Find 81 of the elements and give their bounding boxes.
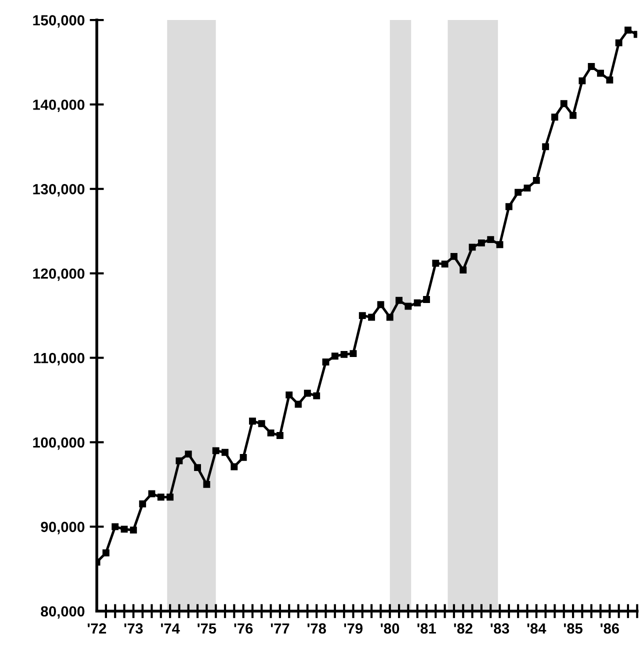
point: [532, 176, 540, 184]
point: [404, 302, 412, 310]
point: [148, 490, 156, 498]
y-tick-label: 110,000: [34, 352, 84, 366]
x-tick-label: '75: [198, 623, 216, 634]
point: [597, 70, 604, 77]
point: [414, 299, 421, 306]
x-tick-label: '81: [417, 623, 436, 634]
point: [322, 358, 330, 366]
point: [396, 296, 402, 304]
point: [441, 260, 448, 268]
point: [313, 392, 320, 400]
x-tick-label: '79: [344, 623, 363, 634]
y-tick-label: 120,000: [33, 268, 84, 281]
point: [450, 252, 458, 260]
point: [212, 447, 220, 454]
point: [112, 523, 119, 530]
x-tick-label: '83: [490, 623, 510, 634]
y-tick-label: 130,000: [33, 184, 84, 196]
point: [358, 312, 366, 320]
point: [560, 100, 568, 108]
x-tick-label: '85: [564, 623, 582, 634]
point: [166, 494, 174, 501]
point: [570, 112, 577, 119]
x-tick-label: '80: [380, 623, 400, 634]
point: [386, 314, 394, 321]
point: [505, 203, 512, 210]
point: [286, 391, 293, 398]
point: [350, 350, 357, 358]
x-tick-label: '73: [124, 623, 143, 634]
point: [194, 464, 202, 472]
point: [478, 239, 485, 246]
point: [423, 296, 430, 303]
point: [222, 448, 228, 456]
x-tick-label: '76: [234, 623, 253, 634]
point: [304, 390, 311, 397]
point: [514, 188, 522, 196]
y-tick-label: 90,000: [40, 522, 84, 534]
point: [102, 549, 110, 556]
point: [240, 454, 247, 461]
point: [468, 244, 476, 251]
x-tick-label: '78: [308, 623, 326, 634]
point: [249, 418, 256, 425]
point: [487, 236, 494, 244]
point: [606, 76, 614, 84]
point: [578, 77, 586, 84]
point: [184, 450, 192, 458]
y-tick-label: 80,000: [40, 606, 84, 619]
point: [542, 143, 550, 150]
point: [276, 432, 284, 439]
point: [368, 314, 376, 321]
point: [377, 301, 384, 308]
y-tick-label: 140,000: [33, 100, 84, 112]
point: [551, 114, 558, 121]
point: [157, 494, 164, 501]
x-tick-label: '72: [88, 623, 106, 634]
point: [331, 352, 338, 360]
point: [340, 350, 348, 358]
x-tick-label: '86: [600, 623, 619, 634]
point: [258, 420, 266, 428]
point: [294, 400, 302, 408]
point: [130, 526, 137, 534]
point: [120, 526, 128, 533]
point: [496, 241, 504, 248]
point: [432, 260, 440, 267]
point: [524, 184, 531, 192]
point: [139, 500, 146, 508]
point: [624, 26, 632, 34]
x-tick-label: '74: [160, 623, 180, 634]
point: [230, 463, 238, 470]
point: [203, 480, 210, 488]
x-tick-label: '82: [454, 623, 472, 634]
point: [615, 39, 622, 46]
point: [267, 429, 274, 436]
point: [588, 62, 595, 70]
point: [460, 266, 467, 274]
point: [176, 457, 183, 464]
y-tick-label: 150,000: [33, 15, 84, 28]
x-tick-label: '77: [270, 623, 290, 634]
x-tick-label: '84: [527, 623, 546, 634]
y-tick-label: 100,000: [33, 437, 84, 450]
